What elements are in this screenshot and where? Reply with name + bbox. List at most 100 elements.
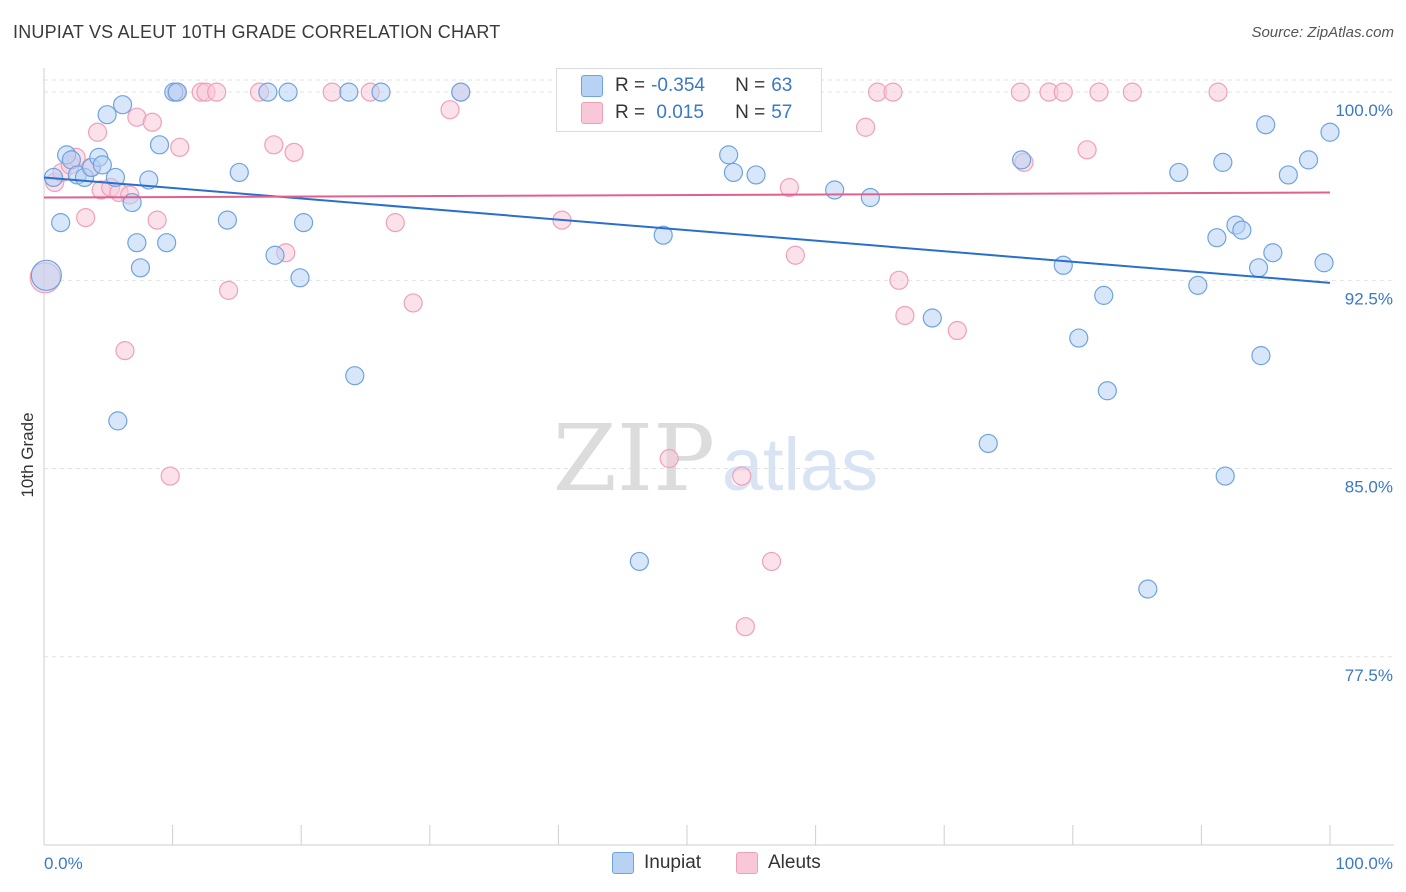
inupiat-point <box>1256 115 1276 135</box>
inupiat-point <box>51 213 71 233</box>
inupiat-point <box>719 145 739 165</box>
inupiat-point <box>1213 152 1233 172</box>
aleuts-point <box>264 135 284 155</box>
inupiat-point <box>1011 150 1032 170</box>
inupiat-point <box>1215 466 1235 486</box>
inupiat-point <box>653 225 673 245</box>
aleuts-point <box>322 82 342 102</box>
x-tick-labels: 0.0% 100.0% <box>44 854 1393 873</box>
aleuts-point <box>160 466 180 486</box>
inupiat-point <box>1207 228 1227 248</box>
inupiat-point <box>290 268 310 288</box>
inupiat-point <box>108 411 128 431</box>
y-tick-label: 85.0% <box>1345 478 1393 497</box>
aleuts-point <box>218 280 239 300</box>
inupiat-point <box>30 259 62 291</box>
aleuts-point <box>779 177 800 198</box>
chart-source: Source: ZipAtlas.com <box>1251 24 1394 41</box>
aleuts-point <box>1010 82 1031 102</box>
aleuts-point <box>785 245 805 265</box>
inupiat-point <box>258 82 278 102</box>
inupiat-point <box>860 187 880 208</box>
inupiat-point <box>1314 253 1334 273</box>
inupiat-point <box>149 135 170 155</box>
aleuts-point <box>732 466 752 486</box>
aleuts-point <box>889 270 909 290</box>
aleuts-point <box>1053 82 1073 102</box>
inupiat-point <box>139 170 159 190</box>
aleuts-point <box>284 142 304 162</box>
inupiat-point <box>371 82 391 102</box>
aleuts-point <box>147 210 167 230</box>
x-tick-label: 100.0% <box>1335 854 1393 873</box>
inupiat-point <box>1169 162 1189 183</box>
legend-row-inupiat: R = -0.354 N = 63 <box>581 74 792 98</box>
inupiat-point <box>978 433 998 454</box>
legend-label-inupiat: Inupiat <box>644 852 702 873</box>
legend-label-aleuts: Aleuts <box>768 852 821 873</box>
inupiat-point <box>451 82 471 102</box>
n-value-aleuts: 57 <box>771 102 793 123</box>
inupiat-point <box>746 165 766 185</box>
inupiat-point <box>1320 122 1340 142</box>
inupiat-point <box>1053 255 1073 275</box>
watermark-atlas: atlas <box>722 423 878 506</box>
inupiat-point <box>278 82 298 102</box>
inupiat-point <box>1278 165 1298 185</box>
aleuts-swatch <box>581 102 603 124</box>
y-tick-label: 92.5% <box>1345 289 1393 308</box>
r-label: R = <box>615 75 646 96</box>
inupiat-point <box>127 233 147 253</box>
inupiat-point <box>112 95 133 115</box>
inupiat-point <box>825 180 845 200</box>
correlation-legend: R = -0.354 N = 63 R = 0.015 N = 57 <box>556 68 822 132</box>
inupiat-legend-swatch <box>612 852 634 874</box>
series-legend: Inupiat Aleuts <box>0 852 1406 878</box>
inupiat-points <box>30 82 1340 599</box>
trend-lines <box>43 176 1331 284</box>
y-tick-label: 100.0% <box>1335 101 1393 120</box>
y-tick-labels: 77.5% 85.0% 92.5% 100.0% <box>1335 101 1393 685</box>
inupiat-trend-line <box>43 176 1331 284</box>
chart-title: INUPIAT VS ALEUT 10TH GRADE CORRELATION … <box>13 22 501 42</box>
inupiat-point <box>1248 258 1269 278</box>
aleuts-point <box>856 117 876 137</box>
inupiat-point <box>97 105 117 125</box>
legend-item-inupiat: Inupiat <box>612 852 701 874</box>
aleuts-point <box>1077 140 1097 160</box>
n-value-inupiat: 63 <box>771 75 793 96</box>
aleuts-point <box>1089 82 1109 102</box>
aleuts-point <box>385 213 405 233</box>
r-value-aleuts: 0.015 <box>651 102 704 123</box>
inupiat-point <box>265 245 285 265</box>
n-label: N = <box>735 75 766 96</box>
y-axis-label: 10th Grade <box>18 412 37 497</box>
inupiat-swatch <box>581 75 603 97</box>
legend-row-aleuts: R = 0.015 N = 57 <box>581 101 792 125</box>
inupiat-point <box>1263 243 1283 263</box>
inupiat-point <box>167 82 187 102</box>
inupiat-point <box>629 551 649 572</box>
inupiat-point <box>92 155 112 175</box>
y-tick-label: 77.5% <box>1345 666 1393 685</box>
inupiat-point <box>1094 285 1114 305</box>
aleuts-point <box>947 320 967 341</box>
aleuts-point <box>115 341 135 361</box>
r-label: R = <box>615 102 646 123</box>
aleuts-trend-line <box>43 191 1331 199</box>
inupiat-point <box>157 233 177 253</box>
aleuts-point <box>895 305 915 326</box>
inupiat-point <box>723 162 744 183</box>
aleuts-point <box>142 112 162 132</box>
inupiat-point <box>1232 220 1252 240</box>
inupiat-point <box>922 308 942 328</box>
inupiat-point <box>1138 579 1158 599</box>
aleuts-point <box>1122 82 1142 102</box>
n-label: N = <box>735 102 766 123</box>
inupiat-point <box>1097 381 1117 401</box>
inupiat-point <box>1188 275 1208 295</box>
inupiat-point <box>293 213 314 233</box>
inupiat-point <box>130 258 151 278</box>
aleuts-point <box>1208 82 1228 102</box>
